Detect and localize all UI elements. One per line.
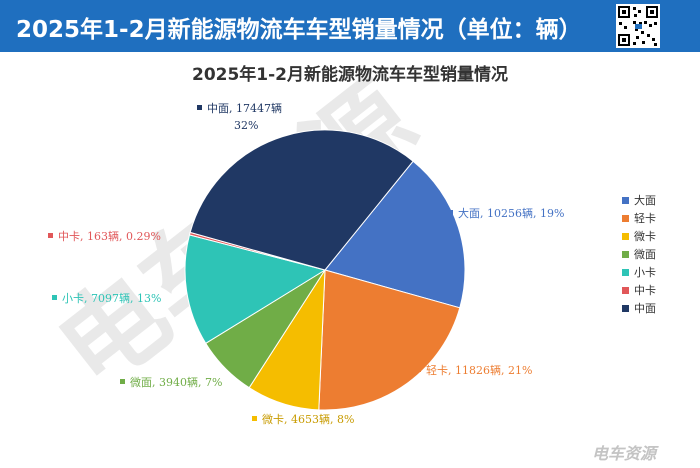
slice-label-4: 小卡, 7097辆, 13% xyxy=(62,291,161,305)
qr-code-icon xyxy=(616,4,660,48)
legend-swatch-5 xyxy=(622,287,629,294)
slice-label-0: 大面, 10256辆, 19% xyxy=(458,206,564,220)
legend-label-3: 微面 xyxy=(634,247,656,261)
legend-swatch-3 xyxy=(622,251,629,258)
legend-label-1: 轻卡 xyxy=(634,211,656,225)
slice-label-5: 中卡, 163辆, 0.29% xyxy=(58,229,161,243)
legend-swatch-2 xyxy=(622,233,629,240)
slice-label-1: 轻卡, 11826辆, 21% xyxy=(426,363,532,377)
slice-label-marker-6 xyxy=(197,105,202,110)
legend-label-6: 中面 xyxy=(634,302,656,315)
pie-slice-4 xyxy=(184,234,327,345)
page-header: 2025年1-2月新能源物流车车型销量情况（单位：辆） xyxy=(0,0,700,52)
chart-title: 2025年1-2月新能源物流车车型销量情况 xyxy=(192,64,508,85)
slice-label-2: 微卡, 4653辆, 8% xyxy=(262,412,354,426)
page-title: 2025年1-2月新能源物流车车型销量情况（单位：辆） xyxy=(16,17,582,43)
pie-slice-6 xyxy=(189,129,414,271)
slice-label-marker-4 xyxy=(52,295,57,300)
slice-labels: 大面, 10256辆, 19% 轻卡, 11826辆, 21% 微卡, 4653辆,… xyxy=(48,101,564,426)
legend-swatch-4 xyxy=(622,269,629,276)
pie-slice-0 xyxy=(324,160,466,309)
pie-slice-1 xyxy=(318,269,461,411)
legend-swatch-1 xyxy=(622,215,629,222)
pie-slices xyxy=(184,129,466,411)
legend-label-2: 微卡 xyxy=(634,229,656,243)
legend-swatch-6 xyxy=(622,305,629,312)
slice-label-6: 中面, 17447辆 xyxy=(207,101,282,115)
legend-label-4: 小卡 xyxy=(634,266,656,279)
chart: 电车资源 2025年1-2月新能源物流车车型销量情况 大面, 10256辆, 1… xyxy=(35,59,656,426)
legend-swatch-0 xyxy=(622,197,629,204)
slice-label-marker-2 xyxy=(252,416,257,421)
slice-label-marker-1 xyxy=(416,367,421,372)
legend-label-0: 大面 xyxy=(634,193,656,207)
corner-watermark: 电车资源 xyxy=(592,444,657,463)
slice-label-3: 微面, 3940辆, 7% xyxy=(130,375,222,389)
slice-label-marker-5 xyxy=(48,233,53,238)
slice-label-marker-0 xyxy=(448,210,453,215)
slice-label-marker-3 xyxy=(120,379,125,384)
legend-label-5: 中卡 xyxy=(634,284,656,297)
slice-label-line2-6: 32% xyxy=(234,119,258,132)
